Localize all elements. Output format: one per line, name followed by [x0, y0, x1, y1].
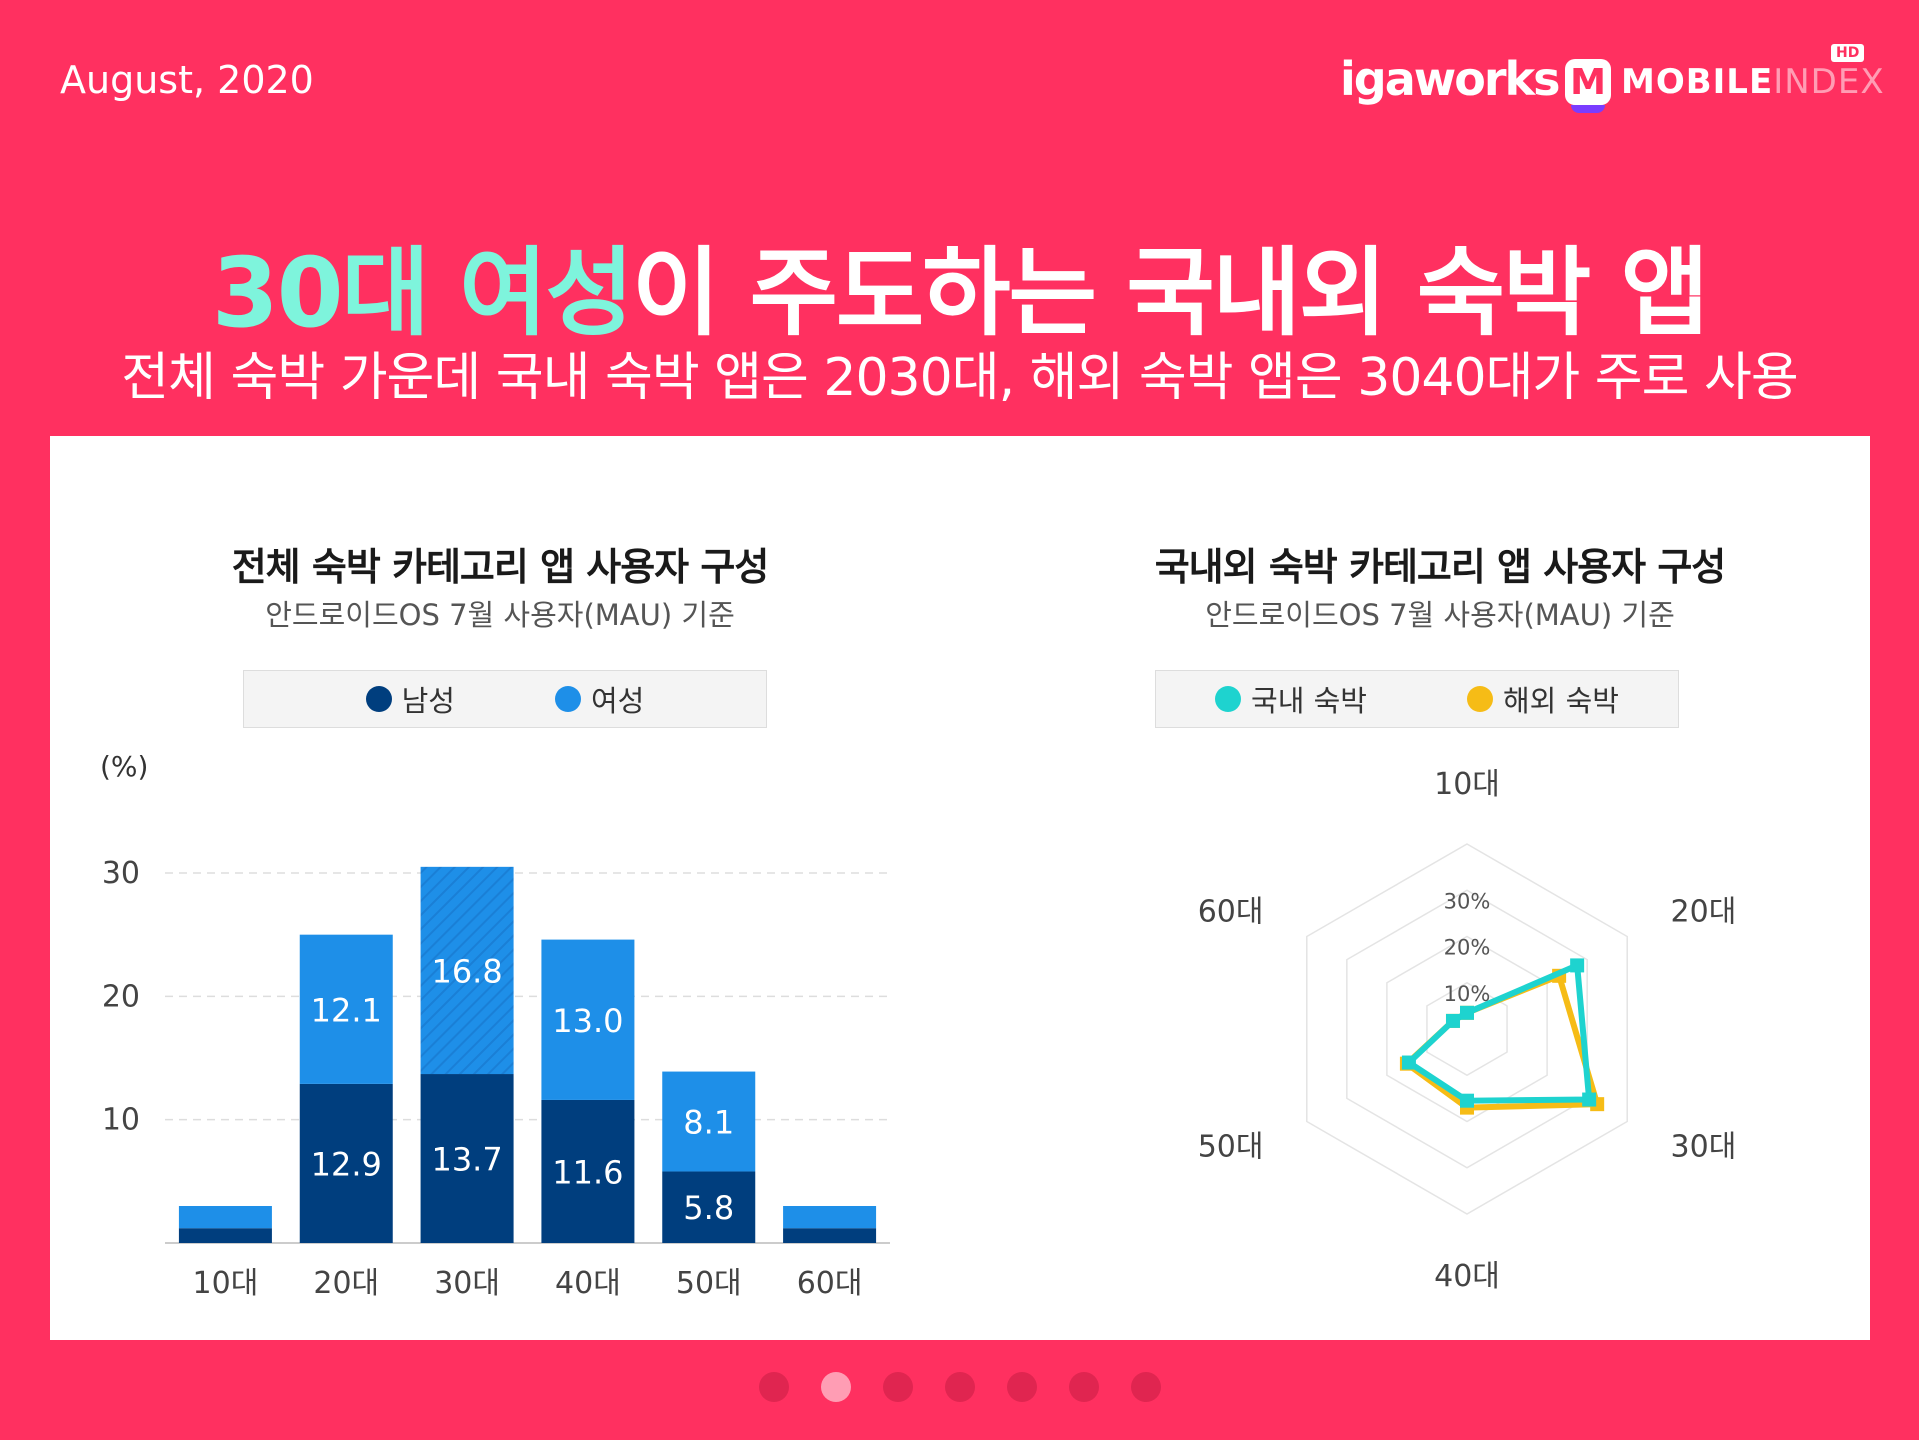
- x-tick-label: 50대: [676, 1266, 742, 1301]
- data-label-female: 13.0: [552, 1002, 623, 1040]
- igaworks-logo: igaworks: [1340, 52, 1560, 106]
- radar-point: [1582, 1092, 1597, 1107]
- legend-label-female: 여성: [591, 684, 645, 718]
- y-tick-label: 10: [102, 1103, 140, 1138]
- bar-female: [662, 1071, 756, 1172]
- x-tick-label: 20대: [313, 1266, 379, 1301]
- page-title: 30대 여성이 주도하는 국내외 숙박 앱: [0, 215, 1919, 354]
- bar-male: [299, 1083, 393, 1243]
- radar-grid-ring: [1346, 889, 1588, 1169]
- bar-female: [541, 939, 635, 1100]
- data-label-male: 5.8: [683, 1189, 734, 1227]
- radar-ring-label: 30%: [1444, 889, 1491, 913]
- x-tick-label: 10대: [193, 1266, 259, 1301]
- page-dot[interactable]: [944, 1372, 975, 1402]
- data-label-female: 8.1: [683, 1104, 734, 1142]
- radar-point: [1445, 1013, 1460, 1028]
- legend-item-female: 여성: [555, 678, 644, 720]
- female-dot-icon: [555, 686, 581, 712]
- bar-chart: (%) 10 20 30 10대 12.9 12.1 20대 13.7 16.8 30대 11.6 13…: [100, 750, 890, 1301]
- chart-panel: 전체 숙박 카테고리 앱 사용자 구성 안드로이드OS 7월 사용자(MAU) …: [50, 436, 1870, 1340]
- bar-female: [783, 1206, 877, 1229]
- page-dot[interactable]: [758, 1372, 789, 1402]
- data-label-female: 12.1: [311, 991, 382, 1029]
- page-dot[interactable]: [1068, 1372, 1099, 1402]
- radar-chart-legend: 국내 숙박 해외 숙박: [1155, 670, 1679, 728]
- male-dot-icon: [365, 686, 392, 712]
- mobileindex-logo-mobile: MOBILE: [1621, 62, 1774, 102]
- y-axis-unit-label: (%): [100, 750, 148, 783]
- mobileindex-m-icon: M: [1565, 59, 1611, 113]
- overseas-dot-icon: [1467, 686, 1493, 712]
- bar-male: [541, 1099, 635, 1243]
- legend-item-domestic: 국내 숙박: [1215, 678, 1367, 720]
- radar-point: [1570, 958, 1585, 973]
- radar-axis-label: 40대: [1434, 1259, 1500, 1294]
- bar-female: [299, 934, 393, 1084]
- legend-item-overseas: 해외 숙박: [1467, 678, 1619, 720]
- radar-chart-subtitle: 안드로이드OS 7월 사용자(MAU) 기준: [1205, 598, 1675, 632]
- y-tick-label: 20: [102, 979, 140, 1014]
- radar-chart-title: 국내외 숙박 카테고리 앱 사용자 구성: [1154, 545, 1727, 589]
- y-tick-label: 30: [102, 856, 140, 891]
- radar-axis-label: 60대: [1198, 895, 1264, 930]
- mobileindex-logo: M MOBILE INDEX: [1565, 56, 1885, 113]
- page-dot[interactable]: [820, 1372, 851, 1402]
- radar-axis-label: 50대: [1198, 1130, 1264, 1165]
- page-indicator: [0, 1372, 1919, 1402]
- x-tick-label: 60대: [797, 1266, 863, 1301]
- page-dot[interactable]: [1130, 1372, 1161, 1402]
- radar-grid-ring: [1306, 843, 1628, 1215]
- data-label-female: 16.8: [431, 952, 502, 990]
- page-dot[interactable]: [1006, 1372, 1037, 1402]
- hd-badge: HD: [1831, 44, 1865, 62]
- radar-axis-label: 10대: [1434, 767, 1500, 802]
- title-rest: 이 주도하는 국내외 숙박 앱: [631, 237, 1709, 349]
- radar-axis-label: 30대: [1671, 1130, 1737, 1165]
- report-date: August, 2020: [60, 58, 314, 102]
- bar-female: [178, 1206, 272, 1229]
- radar-ring-label: 10%: [1444, 982, 1491, 1006]
- bar-male: [178, 1228, 272, 1243]
- page-dot[interactable]: [882, 1372, 913, 1402]
- bar-male: [420, 1074, 514, 1243]
- data-label-male: 13.7: [431, 1141, 502, 1179]
- data-label-male: 12.9: [311, 1145, 382, 1183]
- radar-grid-ring: [1426, 981, 1508, 1077]
- mobileindex-logo-index: INDEX: [1773, 62, 1885, 102]
- page-subtitle: 전체 숙박 가운데 국내 숙박 앱은 2030대, 해외 숙박 앱은 3040대…: [121, 348, 1798, 408]
- radar-point: [1401, 1055, 1416, 1070]
- radar-ring-label: 20%: [1444, 936, 1491, 960]
- bar-chart-title: 전체 숙박 카테고리 앱 사용자 구성: [231, 545, 770, 589]
- title-highlight: 30대 여성: [211, 237, 634, 349]
- domestic-dot-icon: [1215, 686, 1242, 712]
- x-tick-label: 40대: [555, 1266, 621, 1301]
- radar-chart: 10% 20% 30% 10대 20대 30대 40대 50대 60대: [1198, 767, 1737, 1294]
- bar-male: [662, 1171, 756, 1243]
- legend-item-male: 남성: [365, 678, 455, 720]
- radar-point: [1460, 1005, 1474, 1020]
- bar-male: [783, 1228, 877, 1243]
- data-label-male: 11.6: [552, 1153, 623, 1191]
- legend-label-male: 남성: [401, 684, 455, 718]
- radar-axis-label: 20대: [1671, 895, 1737, 930]
- bar-chart-legend: 남성 여성: [243, 670, 767, 728]
- bar-female: [420, 866, 514, 1075]
- radar-point: [1460, 1093, 1474, 1108]
- x-tick-label: 30대: [434, 1266, 500, 1301]
- igaworks-logo-text: igaworks: [1340, 52, 1560, 106]
- legend-label-overseas: 해외 숙박: [1503, 684, 1619, 718]
- bar-chart-subtitle: 안드로이드OS 7월 사용자(MAU) 기준: [265, 598, 735, 632]
- legend-label-domestic: 국내 숙박: [1251, 684, 1367, 718]
